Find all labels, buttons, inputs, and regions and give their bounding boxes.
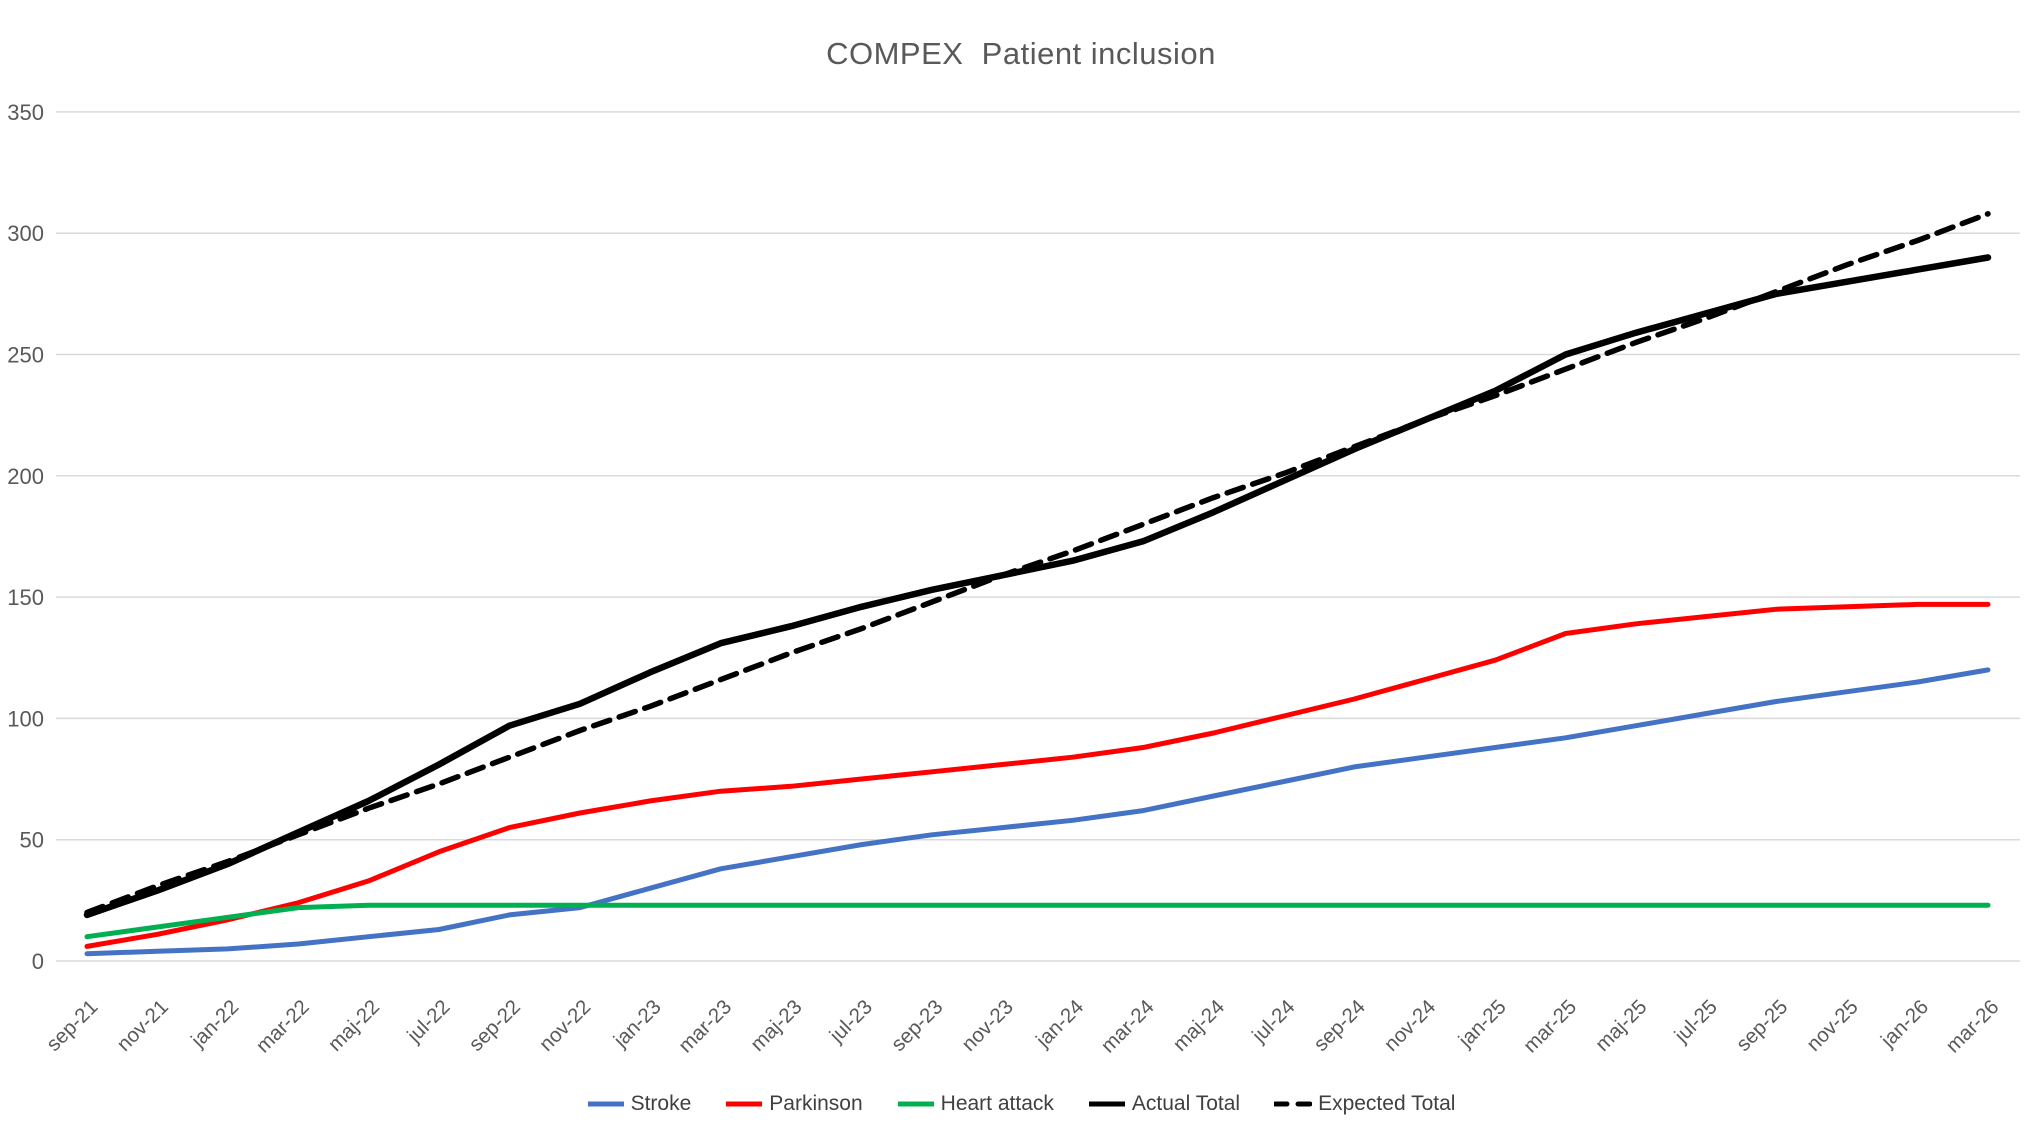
x-tick-label: jul-25 [1669,995,1721,1047]
series-line-heart-attack [84,902,1991,940]
x-tick-label: jan-25 [1453,995,1510,1052]
y-tick-label: 300 [7,221,44,246]
x-tick-label: maj-24 [1168,995,1229,1056]
y-tick-label: 50 [20,828,44,853]
x-tick-label: maj-22 [324,995,385,1056]
x-tick-label: nov-23 [957,995,1018,1056]
y-tick-label: 200 [7,464,44,489]
x-tick-label: maj-25 [1591,995,1652,1056]
x-tick-label: jan-23 [609,995,666,1052]
legend-swatch-parkinson [726,1101,763,1107]
y-tick-label: 250 [7,343,44,368]
x-tick-label: sep-21 [42,995,103,1056]
x-tick-label: mar-24 [1096,995,1158,1057]
legend-label: Expected Total [1318,1092,1456,1115]
legend-swatch-stroke [587,1101,624,1107]
x-tick-label: jul-22 [402,995,454,1047]
x-tick-label: nov-25 [1802,995,1863,1056]
x-tick-label: jul-23 [825,995,877,1047]
legend-label: Parkinson [769,1092,863,1115]
chart-title: COMPEX Patient inclusion [826,36,1216,71]
legend-label: Heart attack [940,1092,1054,1115]
x-tick-label: jan-26 [1876,995,1933,1052]
series-line-parkinson [84,601,1991,949]
legend-swatch-actual-total [1088,1101,1125,1107]
x-tick-label: nov-21 [112,995,173,1056]
x-tick-label: jul-24 [1247,995,1299,1047]
x-tick-label: nov-24 [1380,995,1441,1056]
y-tick-label: 100 [7,706,44,731]
legend-item-expected-total[interactable]: Expected Total [1274,1092,1455,1116]
x-tick-label: nov-22 [535,995,596,1056]
x-tick-label: sep-23 [887,995,948,1056]
x-tick-label: jan-24 [1031,995,1088,1052]
legend-item-parkinson[interactable]: Parkinson [725,1092,863,1116]
y-tick-label: 350 [7,100,44,125]
y-tick-label: 150 [7,585,44,610]
x-tick-label: mar-23 [674,995,736,1057]
x-tick-label: maj-23 [746,995,807,1056]
y-tick-label: 0 [32,949,44,974]
series-line-stroke [84,667,1991,957]
legend-label: Stroke [630,1092,692,1115]
legend-item-heart-attack[interactable]: Heart attack [897,1092,1054,1116]
series-line-expected-total [84,211,1991,916]
x-tick-label: mar-22 [252,995,314,1057]
x-tick-label: mar-26 [1941,995,2003,1057]
legend-item-stroke[interactable]: Stroke [587,1092,692,1116]
legend-swatch-expected-total [1274,1101,1313,1107]
x-tick-label: sep-24 [1309,995,1370,1056]
legend: Stroke Parkinson Heart attack Actual Total E… [0,1092,2042,1116]
x-tick-label: jan-22 [186,995,243,1052]
x-tick-label: mar-25 [1519,995,1581,1057]
legend-label: Actual Total [1131,1092,1241,1115]
legend-item-actual-total[interactable]: Actual Total [1088,1092,1240,1116]
series-line-actual-total [83,254,1992,919]
x-tick-label: sep-22 [464,995,525,1056]
legend-swatch-heart-attack [897,1101,934,1107]
x-tick-label: sep-25 [1732,995,1793,1056]
